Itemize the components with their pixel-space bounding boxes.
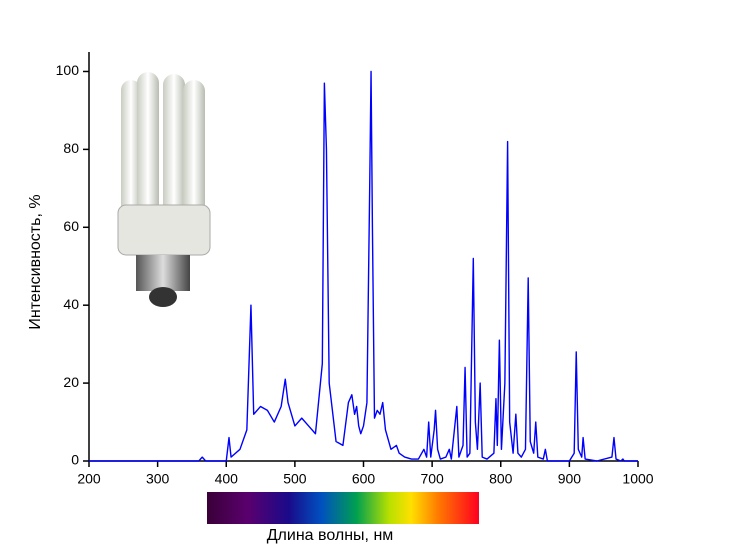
y-tick-label: 80	[63, 140, 79, 156]
y-axis-label: Интенсивность, %	[27, 194, 44, 329]
spectrum-line	[89, 70, 638, 462]
x-tick-label: 800	[489, 471, 513, 487]
x-tick-label: 1000	[622, 471, 653, 487]
x-tick-label: 400	[215, 471, 239, 487]
y-tick-label: 40	[63, 296, 79, 312]
x-tick-label: 300	[146, 471, 170, 487]
y-tick-label: 100	[56, 62, 80, 78]
x-tick-label: 900	[558, 471, 582, 487]
lamp-image	[117, 72, 211, 307]
x-tick-label: 600	[352, 471, 376, 487]
x-axis-label: Длина волны, нм	[267, 527, 394, 544]
x-tick-label: 700	[420, 471, 444, 487]
spectrum-bar	[207, 492, 479, 524]
y-tick-label: 0	[71, 452, 79, 468]
x-tick-label: 200	[77, 471, 101, 487]
y-tick-label: 60	[63, 218, 79, 234]
y-tick-label: 20	[63, 374, 79, 390]
x-tick-label: 500	[283, 471, 307, 487]
